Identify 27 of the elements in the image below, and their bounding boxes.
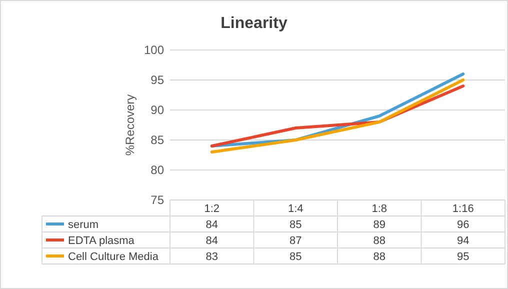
chart-title: Linearity (220, 15, 288, 32)
x-tick-label: 1:2 (204, 203, 220, 215)
data-label: 88 (373, 235, 386, 247)
data-label: 94 (457, 235, 470, 247)
data-label: 88 (373, 251, 386, 263)
data-label: 89 (373, 219, 386, 231)
y-tick-label: 100 (144, 43, 164, 57)
data-label: 84 (206, 235, 218, 247)
data-label: 85 (290, 251, 302, 263)
data-label: 95 (457, 251, 470, 263)
y-tick-label: 75 (150, 193, 164, 207)
legend-label: EDTA plasma (68, 235, 136, 247)
data-label: 83 (206, 251, 218, 263)
data-label: 84 (206, 219, 218, 231)
y-tick-label: 95 (150, 73, 164, 87)
x-tick-label: 1:4 (288, 203, 304, 215)
data-label: 96 (457, 219, 470, 231)
data-label: 87 (290, 235, 302, 247)
y-axis-title: %Recovery (123, 94, 137, 156)
x-tick-label: 1:16 (452, 203, 474, 215)
legend-label: Cell Culture Media (68, 251, 160, 263)
legend-label: serum (68, 219, 99, 231)
y-tick-label: 90 (150, 103, 164, 117)
data-label: 85 (290, 219, 302, 231)
y-tick-label: 85 (150, 133, 164, 147)
y-tick-label: 80 (150, 163, 164, 177)
x-tick-label: 1:8 (372, 203, 388, 215)
